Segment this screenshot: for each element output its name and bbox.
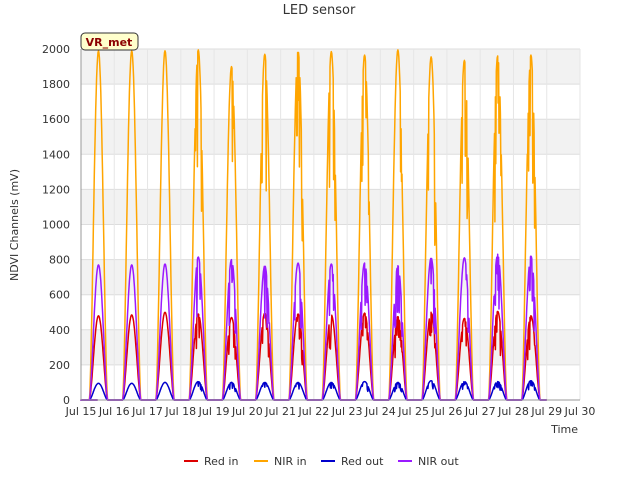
- x-tick-label: Jul 25: [397, 405, 429, 418]
- legend-label-nir-in: NIR in: [274, 455, 307, 468]
- legend-label-red-in: Red in: [204, 455, 238, 468]
- x-tick-label: Jul 29: [530, 405, 562, 418]
- plot-band: [81, 189, 580, 225]
- x-tick-label: Jul 22: [297, 405, 329, 418]
- x-tick-label: Jul 26: [431, 405, 463, 418]
- axes: [80, 49, 580, 401]
- legend-label-red-out: Red out: [341, 455, 384, 468]
- y-tick-label: 400: [49, 324, 70, 337]
- y-tick-label: 800: [49, 254, 70, 267]
- y-tick-label: 0: [63, 394, 70, 407]
- x-tick-label: Jul 15: [65, 405, 97, 418]
- x-tick-label: Jul 27: [464, 405, 496, 418]
- y-tick-label: 1800: [42, 78, 70, 91]
- y-tick-label: 1200: [42, 183, 70, 196]
- y-tick-label: 600: [49, 289, 70, 302]
- y-axis-label: NDVI Channels (mV): [8, 169, 21, 281]
- site-badge: VR_met: [80, 32, 139, 51]
- x-tick-label: Jul 20: [231, 405, 263, 418]
- y-tick-label: 2000: [42, 43, 70, 56]
- chart-title: LED sensor: [283, 3, 356, 18]
- site-badge-label: VR_met: [86, 36, 133, 49]
- x-tick-label: Jul 30: [564, 405, 596, 418]
- x-tick-label: Jul 16: [98, 405, 130, 418]
- x-tick-label: Jul 17: [131, 405, 163, 418]
- legend: Red in NIR in Red out NIR out: [184, 455, 459, 468]
- x-tick-label: Jul 18: [164, 405, 196, 418]
- y-tick-label: 1400: [42, 148, 70, 161]
- y-tick-label: 1000: [42, 219, 70, 232]
- y-tick-label: 200: [49, 359, 70, 372]
- legend-label-nir-out: NIR out: [418, 455, 459, 468]
- y-tick-label: 1600: [42, 113, 70, 126]
- site-badge-box: [80, 32, 139, 51]
- x-tick-label: Jul 24: [364, 405, 396, 418]
- x-tick-label: Jul 21: [264, 405, 296, 418]
- x-tick-label: Jul 23: [331, 405, 363, 418]
- x-tick-label: Jul 19: [198, 405, 230, 418]
- x-axis-label: Time: [550, 423, 578, 436]
- x-tick-label: Jul 28: [497, 405, 529, 418]
- tick-labels: 0 200 400 600 800 1000 1200 1400 1600 1800 2000 Jul…: [42, 43, 595, 418]
